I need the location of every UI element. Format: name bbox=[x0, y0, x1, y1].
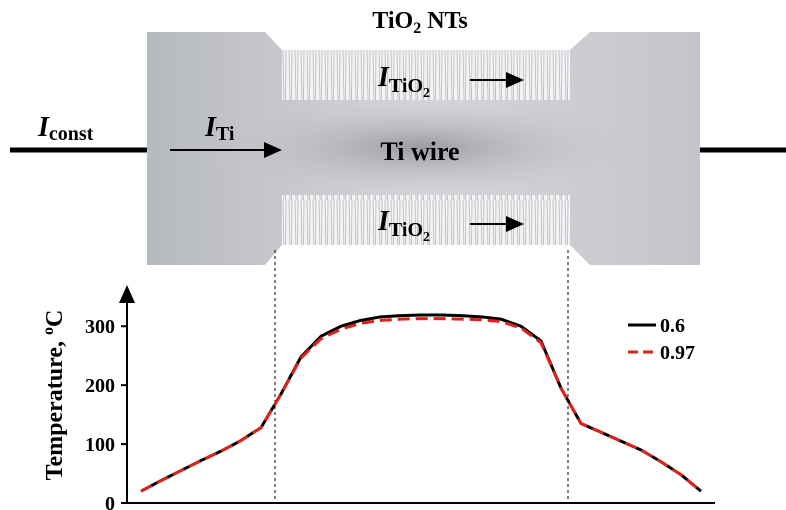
y-tick-label: 300 bbox=[85, 316, 115, 338]
label: Iconst bbox=[37, 112, 94, 145]
wire-label: Ti wire bbox=[380, 137, 459, 166]
diagram-title: TiO2 NTs bbox=[372, 8, 467, 37]
y-axis-label: Temperature, oC bbox=[40, 310, 68, 481]
legend-label: 0.6 bbox=[660, 315, 685, 337]
y-tick-label: 200 bbox=[85, 375, 115, 397]
y-tick-label: 0 bbox=[105, 493, 115, 510]
series-line bbox=[141, 315, 701, 491]
chart: Temperature, oC 0 100 200 300 0.6 0.97 bbox=[40, 287, 715, 510]
series-line bbox=[141, 319, 701, 492]
y-tick-label: 100 bbox=[85, 434, 115, 456]
legend-label: 0.97 bbox=[660, 342, 695, 364]
figure: TiO2 NTs Iconst ITi Ti wire ITiO2 ITiO2 … bbox=[0, 0, 786, 510]
